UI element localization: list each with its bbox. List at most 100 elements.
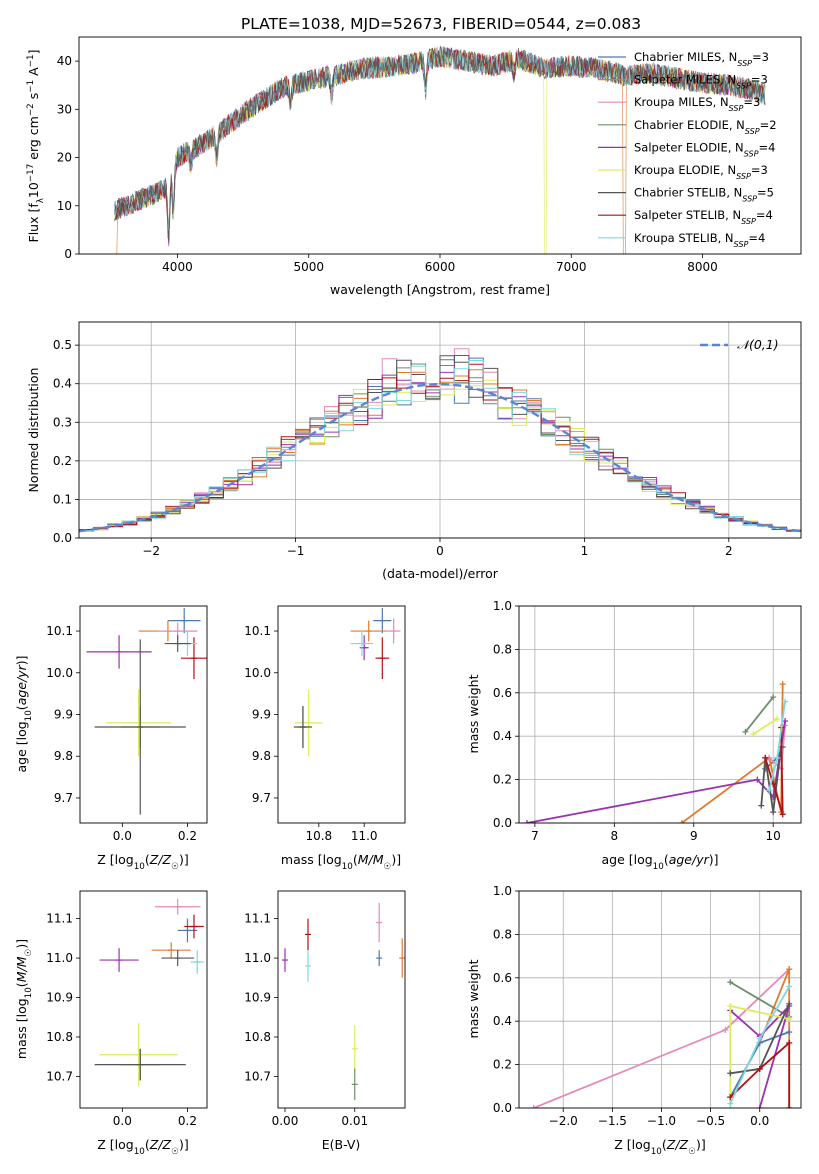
data-point-kroupa_stelib xyxy=(190,950,204,974)
line-marker-salpeter_elodie xyxy=(523,820,530,823)
x-tick-label: −0.5 xyxy=(696,1114,725,1128)
data-point-kroupa_elodie xyxy=(351,1025,358,1073)
x-tick-label: 10.8 xyxy=(305,829,332,843)
data-point-salpeter_elodie xyxy=(281,948,288,972)
line-marker-chabrier_stelib xyxy=(786,1000,793,1007)
data-point-kroupa_miles xyxy=(154,898,201,915)
legend-label-chabrier_stelib: Chabrier STELIB, NSSP=5 xyxy=(634,186,774,204)
x-axis-label: age [log10(age/yr)] xyxy=(601,852,718,872)
y-tick-label: 0.6 xyxy=(493,971,512,985)
y-tick-label: 0.4 xyxy=(493,1014,512,1028)
x-tick-label: −1 xyxy=(287,544,305,558)
plot-content xyxy=(530,966,793,1108)
line-marker-salpeter_stelib xyxy=(756,1065,763,1072)
y-tick-label: 11.1 xyxy=(244,912,271,926)
y-tick-label: 0 xyxy=(64,247,72,261)
mass-vs-ebv-panel: 0.00 0.01 10.7 10.8 10.9 11.0 11.1 E(B-V) xyxy=(244,890,406,1152)
data-point-chabrier_elodie xyxy=(351,1068,358,1101)
y-tick-label: 9.8 xyxy=(54,749,73,763)
plot-area xyxy=(519,606,801,823)
y-tick-label: 11.0 xyxy=(46,951,73,965)
plot-area xyxy=(278,606,405,823)
y-tick-label: 20 xyxy=(57,151,72,165)
line-series-salpeter_stelib xyxy=(764,727,784,815)
normal-curve xyxy=(79,382,801,533)
x-tick-label: 4000 xyxy=(162,260,193,274)
axes-frame xyxy=(518,890,802,1109)
x-tick-label: −2.0 xyxy=(549,1114,578,1128)
y-axis-label: age [log10(age/yr)] xyxy=(14,655,34,772)
plot-content xyxy=(94,898,204,1087)
x-tick-label: 0.00 xyxy=(272,1114,299,1128)
y-tick-label: 9.7 xyxy=(252,791,271,805)
legend-label-chabrier_elodie: Chabrier ELODIE, NSSP=2 xyxy=(634,118,777,136)
spectrum-series-kroupa_stelib xyxy=(114,45,766,231)
line-series-chabrier_elodie xyxy=(744,696,774,733)
line-marker-chabrier_stelib xyxy=(727,1070,734,1077)
y-tick-label: 10.0 xyxy=(244,666,271,680)
line-marker-kroupa_stelib xyxy=(786,983,793,990)
y-tick-label: 0.3 xyxy=(53,415,72,429)
data-point-salpeter_miles xyxy=(399,938,405,978)
line-marker-chabrier_stelib xyxy=(758,802,765,809)
line-marker-chabrier_elodie xyxy=(742,728,749,735)
line-marker-salpeter_stelib xyxy=(786,1039,793,1046)
plot-content xyxy=(523,681,789,823)
line-marker-kroupa_miles xyxy=(722,1026,729,1033)
y-tick-label: 10.9 xyxy=(46,991,73,1005)
data-point-chabrier_stelib xyxy=(293,706,313,748)
y-tick-label: 0.1 xyxy=(53,492,72,506)
mass-vs-metallicity-panel: 0.0 0.2 10.7 10.8 10.9 11.0 11.1 Z [log10(Z/Z☉)… xyxy=(14,890,208,1157)
x-tick-label: −1.0 xyxy=(647,1114,676,1128)
data-point-chabrier_miles xyxy=(167,608,201,634)
plot-content xyxy=(293,608,401,757)
data-point-kroupa_elodie xyxy=(295,689,323,757)
line-marker-salpeter_miles xyxy=(786,966,793,973)
y-tick-label: 1.0 xyxy=(493,599,512,613)
data-point-kroupa_miles xyxy=(386,618,401,644)
data-point-kroupa_stelib xyxy=(350,631,374,657)
y-tick-label: 9.9 xyxy=(54,708,73,722)
data-point-kroupa_stelib xyxy=(305,950,312,982)
data-point-salpeter_elodie xyxy=(99,948,139,972)
y-axis-label: Flux [fλ10−17 erg cm−2 s−1 A−1] xyxy=(26,50,46,243)
line-marker-chabrier_elodie xyxy=(727,979,734,986)
line-series-kroupa_elodie xyxy=(752,718,778,735)
axes-frame xyxy=(78,36,802,255)
x-tick-label: 0.2 xyxy=(178,829,197,843)
data-point-chabrier_stelib xyxy=(164,635,191,652)
x-axis-label: Z [log10(Z/Z☉)] xyxy=(614,1137,705,1157)
y-axis-label: Normed distribution xyxy=(26,368,41,493)
plot-area xyxy=(80,891,207,1108)
line-series-salpeter_stelib xyxy=(729,1040,791,1108)
x-tick-label: −1.5 xyxy=(598,1114,627,1128)
x-tick-label: 6000 xyxy=(425,260,456,274)
axes-frame xyxy=(79,890,208,1109)
x-tick-label: 0.0 xyxy=(750,1114,769,1128)
legend-label-chabrier_miles: Chabrier MILES, NSSP=3 xyxy=(634,50,769,68)
age-vs-metallicity-panel: 0.0 0.2 9.7 9.8 9.9 10.0 10.1 Z [log10(Z/Z☉)] ag… xyxy=(14,605,208,872)
x-tick-label: 0.0 xyxy=(113,829,132,843)
line-marker-salpeter_miles xyxy=(779,681,786,688)
y-axis-label: mass weight xyxy=(466,959,481,1038)
x-tick-label: 11.0 xyxy=(351,829,378,843)
y-tick-label: 0.4 xyxy=(493,729,512,743)
axes-frame xyxy=(78,321,802,539)
line-series-chabrier_stelib xyxy=(760,746,782,813)
line-series-chabrier_elodie xyxy=(729,981,790,1018)
line-marker-kroupa_stelib xyxy=(727,1100,734,1107)
x-tick-label: 7 xyxy=(531,829,539,843)
line-marker-kroupa_stelib xyxy=(782,698,789,705)
x-tick-label: 8 xyxy=(611,829,619,843)
residual-histogram-panel: −2 −1 0 1 2 0.0 0.1 0.2 0.3 0.4 0.5 𝒩(0,1) (data-mod… xyxy=(26,321,802,581)
y-tick-label: 10.8 xyxy=(244,1030,271,1044)
mass-weight-vs-age-panel: 7 8 9 10 0.0 0.2 0.4 0.6 0.8 1.0 age [log10(age/yr… xyxy=(466,599,802,872)
x-tick-label: 0.0 xyxy=(113,1114,132,1128)
y-tick-label: 9.7 xyxy=(54,791,73,805)
x-axis-label: mass [log10(M/M☉)] xyxy=(281,852,401,872)
y-tick-label: 0.8 xyxy=(493,642,512,656)
x-axis-label: Z [log10(Z/Z☉)] xyxy=(97,852,188,872)
x-tick-label: 5000 xyxy=(293,260,324,274)
y-tick-label: 10.8 xyxy=(46,1030,73,1044)
